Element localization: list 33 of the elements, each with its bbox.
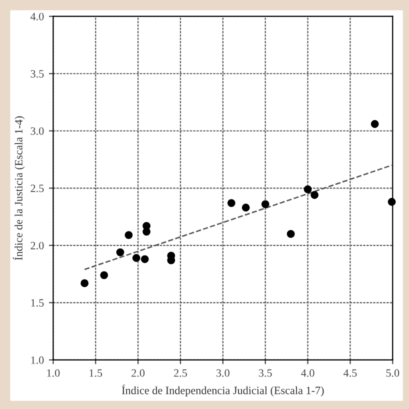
y-tick-label: 1.0: [31, 356, 44, 364]
point: [124, 231, 133, 240]
y-tick-label: 3.0: [30, 127, 44, 135]
x-tick-label: 1.0: [47, 369, 60, 377]
point: [116, 248, 124, 256]
y-tick-label: 2.5: [30, 184, 44, 192]
x-tick-label: 3.5: [258, 369, 272, 377]
point: [80, 279, 89, 288]
y-axis-title: Índice de la Justicia (Escala 1-4): [12, 116, 25, 260]
point: [242, 204, 250, 212]
x-tick-label: 4.0: [301, 369, 314, 377]
point: [261, 200, 270, 208]
point: [142, 228, 150, 236]
x-tick-label: 2.5: [174, 369, 187, 377]
y-tick-label: 1.5: [31, 299, 44, 307]
point: [286, 230, 295, 238]
point: [140, 255, 149, 264]
point: [310, 191, 319, 199]
point: [388, 198, 396, 206]
x-tick-label: 1.5: [90, 369, 102, 377]
point: [304, 185, 312, 194]
x-tick-label: 3.0: [216, 369, 230, 377]
y-tick-label: 3.5: [30, 70, 44, 78]
point: [100, 271, 108, 280]
y-tick-label: 4.0: [30, 12, 44, 20]
x-tick-label: 5.0: [386, 369, 400, 377]
x-tick-label: 2.0: [132, 369, 145, 377]
y-tick-label: 2.0: [30, 242, 44, 250]
point: [227, 199, 236, 207]
x-tick-label: 4.5: [343, 369, 357, 377]
point: [132, 254, 140, 262]
x-axis-title: Índice de Independencia Judicial (Escala 1-7): [122, 384, 324, 396]
point: [370, 120, 379, 128]
